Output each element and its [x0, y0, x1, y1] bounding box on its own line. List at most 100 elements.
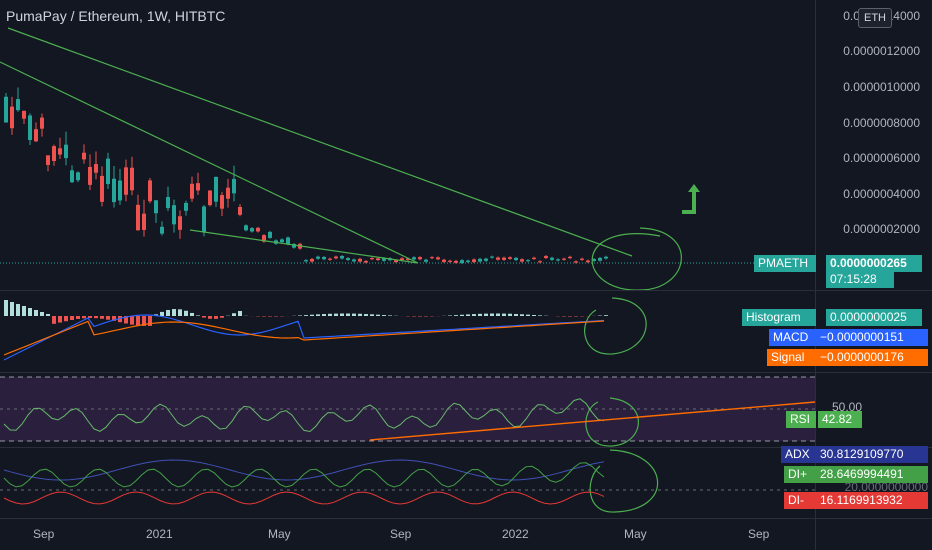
candle: [22, 110, 26, 119]
candle: [292, 243, 296, 248]
candle: [430, 257, 434, 259]
histogram-bar: [112, 316, 116, 321]
macd-line: [3, 314, 605, 361]
rsi-trendline: [369, 401, 816, 441]
candle: [370, 258, 374, 260]
candle: [190, 183, 194, 199]
candle: [196, 183, 200, 191]
histogram-bar: [172, 309, 176, 316]
adx-line: [3, 459, 605, 481]
histogram-bar: [232, 313, 236, 316]
candle: [250, 228, 254, 232]
signal-label: Signal: [767, 349, 816, 366]
histogram-bar: [178, 309, 182, 316]
diplus-label: DI+: [784, 466, 816, 483]
price-axis-label: 0.0000010000: [843, 80, 920, 94]
candle: [496, 257, 500, 260]
histogram-value: 0.0000000025: [826, 309, 922, 326]
rsi-value: 42.82: [818, 411, 862, 428]
pane-divider[interactable]: [0, 290, 932, 291]
price-axis-border: [815, 0, 816, 550]
histogram-bar: [220, 316, 224, 318]
histogram-bar: [64, 316, 68, 322]
time-axis-label: May: [268, 527, 291, 541]
circle-annotation-macd: [584, 297, 647, 355]
pane-divider[interactable]: [0, 518, 932, 519]
histogram-bar: [304, 315, 308, 316]
candle: [4, 96, 8, 123]
candle: [280, 239, 284, 243]
histogram-bar: [196, 315, 200, 316]
signal-line: [3, 320, 605, 356]
histogram-bar: [40, 312, 44, 316]
macd-histogram: [4, 300, 608, 326]
histogram-bar: [142, 316, 146, 326]
histogram-bar: [358, 313, 362, 316]
candle: [382, 258, 386, 261]
candle: [478, 258, 482, 262]
histogram-bar: [538, 315, 542, 316]
candle: [64, 144, 68, 159]
candle: [124, 167, 128, 195]
candle: [346, 258, 350, 261]
pane-divider[interactable]: [0, 447, 932, 448]
histogram-bar: [76, 316, 80, 319]
candle: [106, 158, 110, 185]
macd-value: −0.0000000151: [816, 329, 928, 346]
candle: [358, 258, 362, 262]
candle: [538, 261, 542, 263]
candle: [514, 257, 518, 261]
histogram-bar: [496, 313, 500, 316]
histogram-bar: [328, 313, 332, 316]
candle: [58, 148, 62, 155]
pane-divider[interactable]: [0, 372, 932, 373]
histogram-bar: [508, 313, 512, 316]
histogram-bar: [190, 312, 194, 316]
dmi-axis-label: 20.0000000000: [844, 480, 928, 494]
candle: [466, 260, 470, 262]
histogram-bar: [466, 314, 470, 316]
histogram-bar: [484, 313, 488, 316]
candle: [256, 227, 260, 232]
candle: [604, 256, 608, 259]
candle: [112, 178, 116, 203]
histogram-bar: [58, 316, 62, 323]
candle: [454, 260, 458, 263]
symbol-title[interactable]: PumaPay / Ethereum, 1W, HITBTC: [6, 8, 226, 24]
candle: [52, 146, 56, 162]
histogram-bar: [490, 313, 494, 316]
candle: [502, 257, 506, 260]
histogram-bar: [334, 313, 338, 316]
candle: [400, 258, 404, 261]
histogram-bar: [514, 313, 518, 316]
currency-button[interactable]: ETH: [858, 8, 892, 28]
candle: [214, 176, 218, 202]
time-axis-label: 2022: [502, 527, 529, 541]
candle: [562, 258, 566, 260]
histogram-bar: [46, 314, 50, 316]
histogram-bar: [214, 316, 218, 319]
lower-trendline: [0, 61, 419, 264]
candle: [244, 225, 248, 231]
candle: [412, 257, 416, 260]
histogram-bar: [478, 313, 482, 316]
candle: [352, 259, 356, 262]
candle: [544, 256, 548, 259]
candle: [82, 152, 86, 160]
candle: [184, 202, 188, 211]
diminus-value: 16.1169913932: [816, 492, 928, 509]
candle: [10, 106, 14, 129]
candle: [40, 117, 44, 129]
histogram-bar: [16, 304, 20, 316]
time-axis-label: May: [624, 527, 647, 541]
candle: [424, 259, 428, 262]
circle-annotation-price: [591, 227, 682, 291]
price-axis-label: 0.0000002000: [843, 222, 920, 236]
candle: [226, 187, 230, 199]
candle: [586, 260, 590, 263]
histogram-bar: [520, 314, 524, 316]
upper-trendline: [7, 27, 633, 257]
macd-label: MACD: [769, 329, 816, 346]
